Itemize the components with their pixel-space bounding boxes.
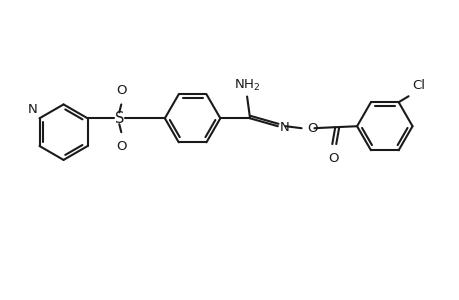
Text: NH$_2$: NH$_2$ — [233, 77, 260, 92]
Text: S: S — [114, 111, 124, 126]
Text: Cl: Cl — [412, 79, 425, 92]
Text: N: N — [279, 121, 289, 134]
Text: O: O — [116, 83, 126, 97]
Text: O: O — [116, 140, 126, 153]
Text: O: O — [307, 122, 317, 135]
Text: O: O — [327, 152, 338, 165]
Text: N: N — [28, 103, 38, 116]
